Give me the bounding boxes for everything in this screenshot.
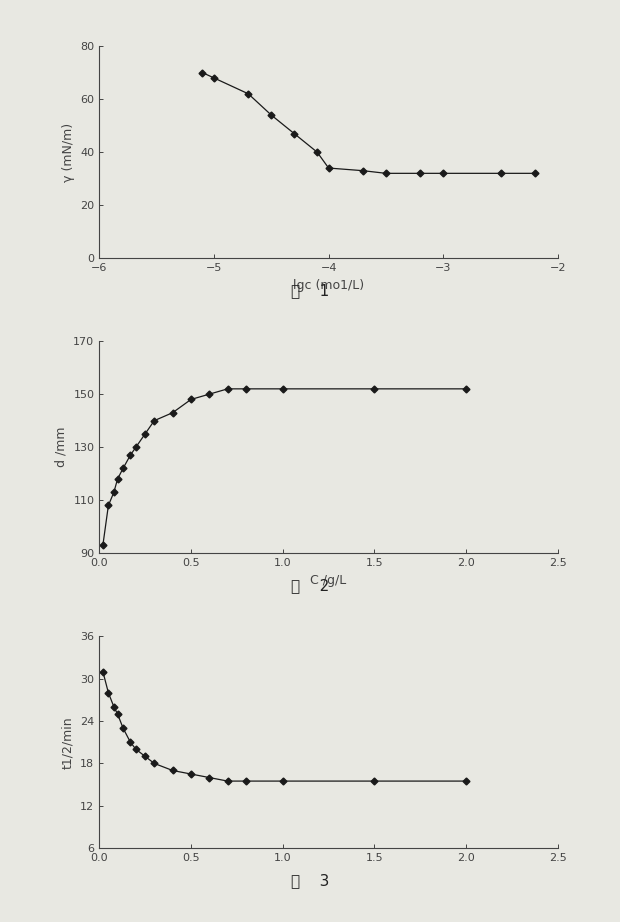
- Text: 图    1: 图 1: [291, 283, 329, 298]
- Y-axis label: t1/2/min: t1/2/min: [61, 715, 74, 769]
- Y-axis label: γ (mN/m): γ (mN/m): [61, 123, 74, 182]
- Y-axis label: d /mm: d /mm: [55, 427, 68, 467]
- X-axis label: lgc (mo1/L): lgc (mo1/L): [293, 278, 364, 291]
- X-axis label: C /g/L: C /g/L: [311, 573, 347, 586]
- Text: 图    3: 图 3: [291, 873, 329, 888]
- Text: 图    2: 图 2: [291, 578, 329, 593]
